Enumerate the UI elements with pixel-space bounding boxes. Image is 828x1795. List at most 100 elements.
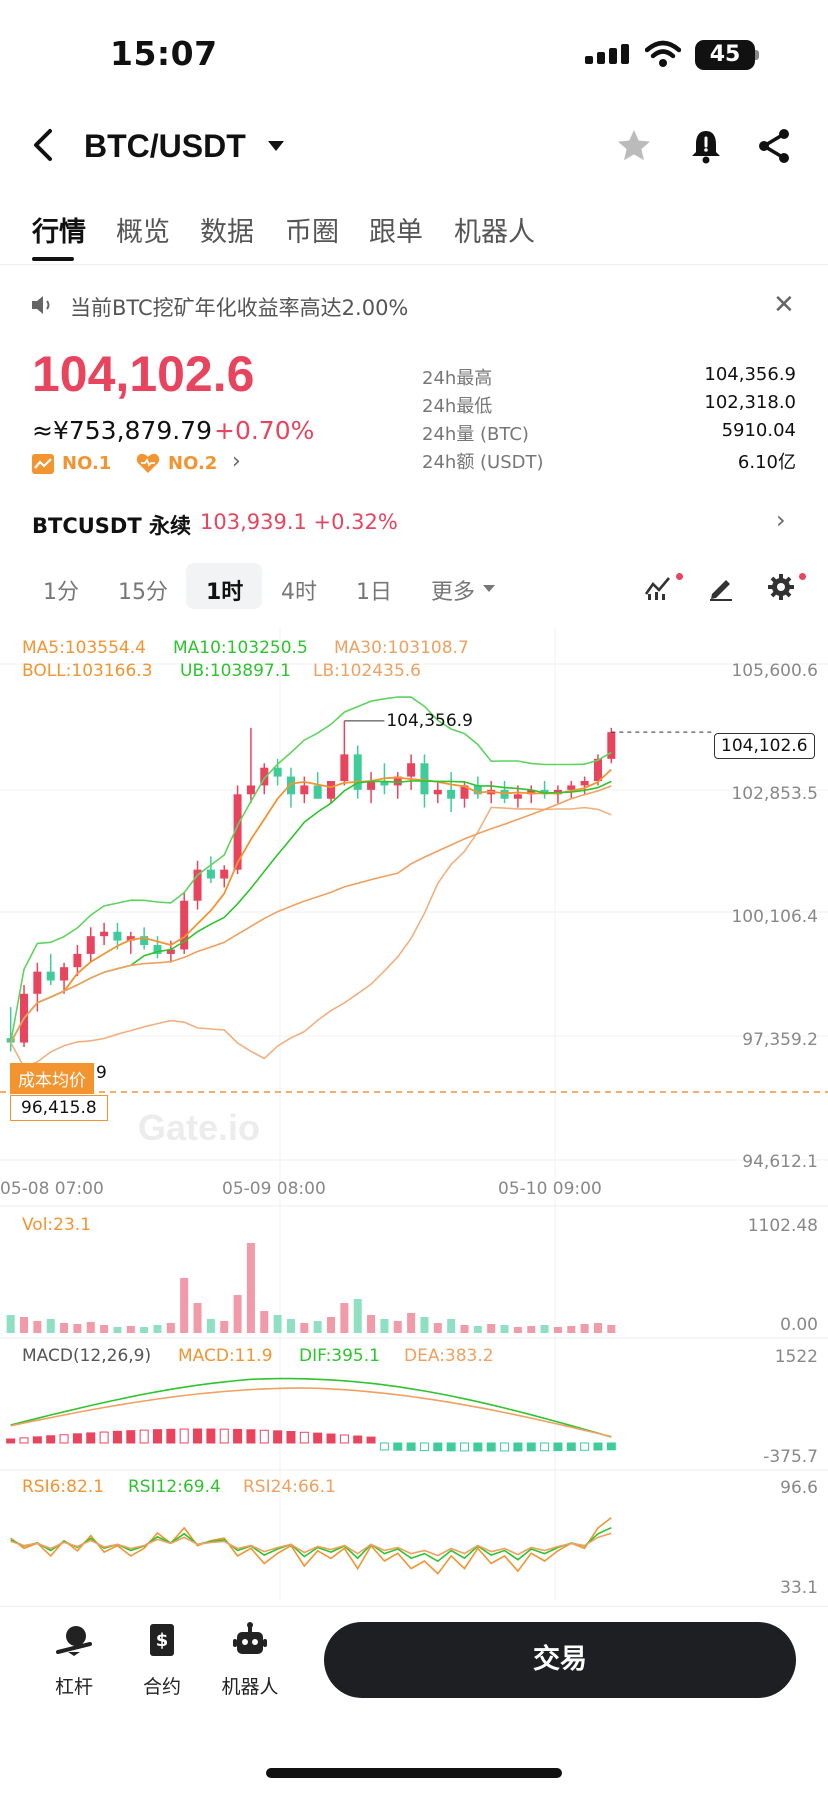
- y-axis-label: 102,853.5: [731, 784, 818, 804]
- rsi24-label: RSI24:66.1: [243, 1477, 336, 1497]
- volume-bar: [206, 1319, 215, 1333]
- cellular-signal-icon: [585, 44, 631, 64]
- candle: [327, 781, 336, 799]
- macd-histogram-bar: [433, 1442, 443, 1452]
- notice-text[interactable]: 当前BTC挖矿年化收益率高达2.00%: [70, 296, 409, 320]
- y-axis-label: 1102.48: [748, 1216, 818, 1236]
- macd-histogram-bar: [286, 1431, 296, 1444]
- more-dropdown-icon[interactable]: [483, 585, 495, 592]
- candle: [433, 789, 442, 795]
- x-axis-label: 05-10 09:00: [498, 1179, 602, 1199]
- tab-market[interactable]: 行情: [32, 217, 86, 248]
- macd-histogram-bar: [46, 1435, 56, 1444]
- volume-bar: [567, 1326, 576, 1333]
- candle: [380, 781, 389, 786]
- rsi12-line: [10, 1526, 612, 1563]
- tab-bots[interactable]: 机器人: [454, 217, 535, 248]
- macd-histogram-bar: [339, 1434, 349, 1444]
- pair-dropdown-icon[interactable]: [268, 141, 284, 151]
- chevron-right-icon[interactable]: ›: [232, 449, 241, 474]
- tab-overview[interactable]: 概览: [116, 217, 170, 248]
- watermark: Gate.io: [138, 1107, 260, 1148]
- candle: [540, 789, 549, 795]
- candlestick-chart[interactable]: Gate.io MA5:103554.4 MA10:103250.5 MA30:103…: [0, 628, 828, 1606]
- macd-histogram-bar: [32, 1436, 42, 1444]
- ma5-line: [9, 768, 612, 1044]
- share-icon[interactable]: [754, 126, 794, 166]
- volume-bar: [193, 1303, 202, 1333]
- macd-histogram-bar: [486, 1442, 496, 1452]
- high-price-label: 104,356.9: [386, 711, 473, 731]
- volume-bar: [500, 1325, 509, 1333]
- cost-average-badge: 成本均价: [10, 1063, 94, 1094]
- candle: [73, 953, 82, 968]
- nav-label: 杠杆: [54, 1676, 93, 1698]
- stat-value: 5910.04: [721, 420, 796, 441]
- rsi24-line: [10, 1532, 612, 1557]
- heart-pulse-icon: [136, 453, 160, 473]
- volume-bar: [260, 1311, 269, 1333]
- cost-suffix: 9: [96, 1063, 107, 1083]
- stat-value: 6.10亿: [737, 452, 796, 473]
- macd-histogram-bar: [500, 1442, 510, 1452]
- volume-bar: [273, 1315, 282, 1333]
- star-icon[interactable]: [614, 126, 654, 166]
- macd-histogram-bar: [193, 1428, 203, 1444]
- macd-histogram-bar: [273, 1430, 283, 1444]
- perpetual-label[interactable]: BTCUSDT 永续: [32, 514, 191, 538]
- back-arrow-icon[interactable]: [28, 128, 58, 162]
- indicator-chart-icon[interactable]: [643, 572, 673, 602]
- last-price-tag: 104,102.6: [714, 733, 815, 759]
- timeframe-4h[interactable]: 4时: [281, 580, 317, 605]
- close-icon[interactable]: ✕: [773, 290, 795, 320]
- nav-margin[interactable]: 杠杆: [34, 1622, 114, 1699]
- volume-bar: [220, 1321, 229, 1333]
- candle: [340, 754, 349, 781]
- y-axis-label: 100,106.4: [731, 907, 818, 927]
- y-axis-label: 33.1: [780, 1578, 818, 1598]
- volume-label: Vol:23.1: [22, 1215, 91, 1235]
- timeframe-1h[interactable]: 1时: [206, 580, 244, 605]
- volume-bar: [407, 1313, 416, 1333]
- macd-histogram-bar: [112, 1430, 122, 1444]
- dea-line: [10, 1387, 612, 1438]
- macd-histogram-bar: [580, 1442, 590, 1451]
- macd-histogram-bar: [353, 1435, 363, 1444]
- tab-data[interactable]: 数据: [200, 217, 254, 248]
- chevron-right-icon[interactable]: ›: [776, 506, 786, 534]
- stat-value: 104,356.9: [704, 364, 796, 385]
- volume-bar: [6, 1315, 15, 1333]
- pair-title[interactable]: BTC/USDT: [84, 128, 246, 164]
- candle: [140, 936, 149, 946]
- timeframe-more[interactable]: 更多: [431, 580, 476, 605]
- draw-pen-icon[interactable]: [706, 572, 736, 602]
- price-alert-bell-icon[interactable]: [686, 126, 726, 166]
- candle: [607, 732, 616, 759]
- contract-icon: $: [150, 1624, 174, 1656]
- rank-badge-2[interactable]: NO.2: [168, 453, 218, 474]
- macd-histogram-bar: [540, 1442, 550, 1452]
- candle: [580, 781, 589, 786]
- volume-bar: [153, 1325, 162, 1333]
- macd-histogram-bar: [566, 1442, 576, 1451]
- rank-badge-1[interactable]: NO.1: [62, 453, 112, 474]
- nav-futures[interactable]: $ 合约: [122, 1622, 202, 1699]
- macd-histogram-bar: [19, 1437, 29, 1444]
- perpetual-value[interactable]: 103,939.1 +0.32%: [200, 510, 398, 534]
- macd-histogram-bar: [72, 1433, 82, 1444]
- bollinger-lower-line: [9, 806, 612, 1068]
- nav-label: 合约: [142, 1676, 181, 1698]
- tab-community[interactable]: 币圈: [285, 217, 339, 248]
- candle: [300, 785, 309, 795]
- ub-label: UB:103897.1: [180, 661, 291, 681]
- candle: [260, 767, 269, 786]
- settings-gear-icon[interactable]: [766, 572, 796, 602]
- macd-histogram-bar: [126, 1430, 136, 1444]
- nav-bots[interactable]: 机器人: [210, 1622, 290, 1699]
- stat-label: 24h最高: [422, 368, 493, 389]
- timeframe-1m[interactable]: 1分: [43, 580, 79, 605]
- timeframe-15m[interactable]: 15分: [118, 580, 168, 605]
- timeframe-1d[interactable]: 1日: [356, 580, 392, 605]
- tab-copy-trading[interactable]: 跟单: [369, 217, 423, 248]
- trade-button[interactable]: 交易: [324, 1622, 796, 1698]
